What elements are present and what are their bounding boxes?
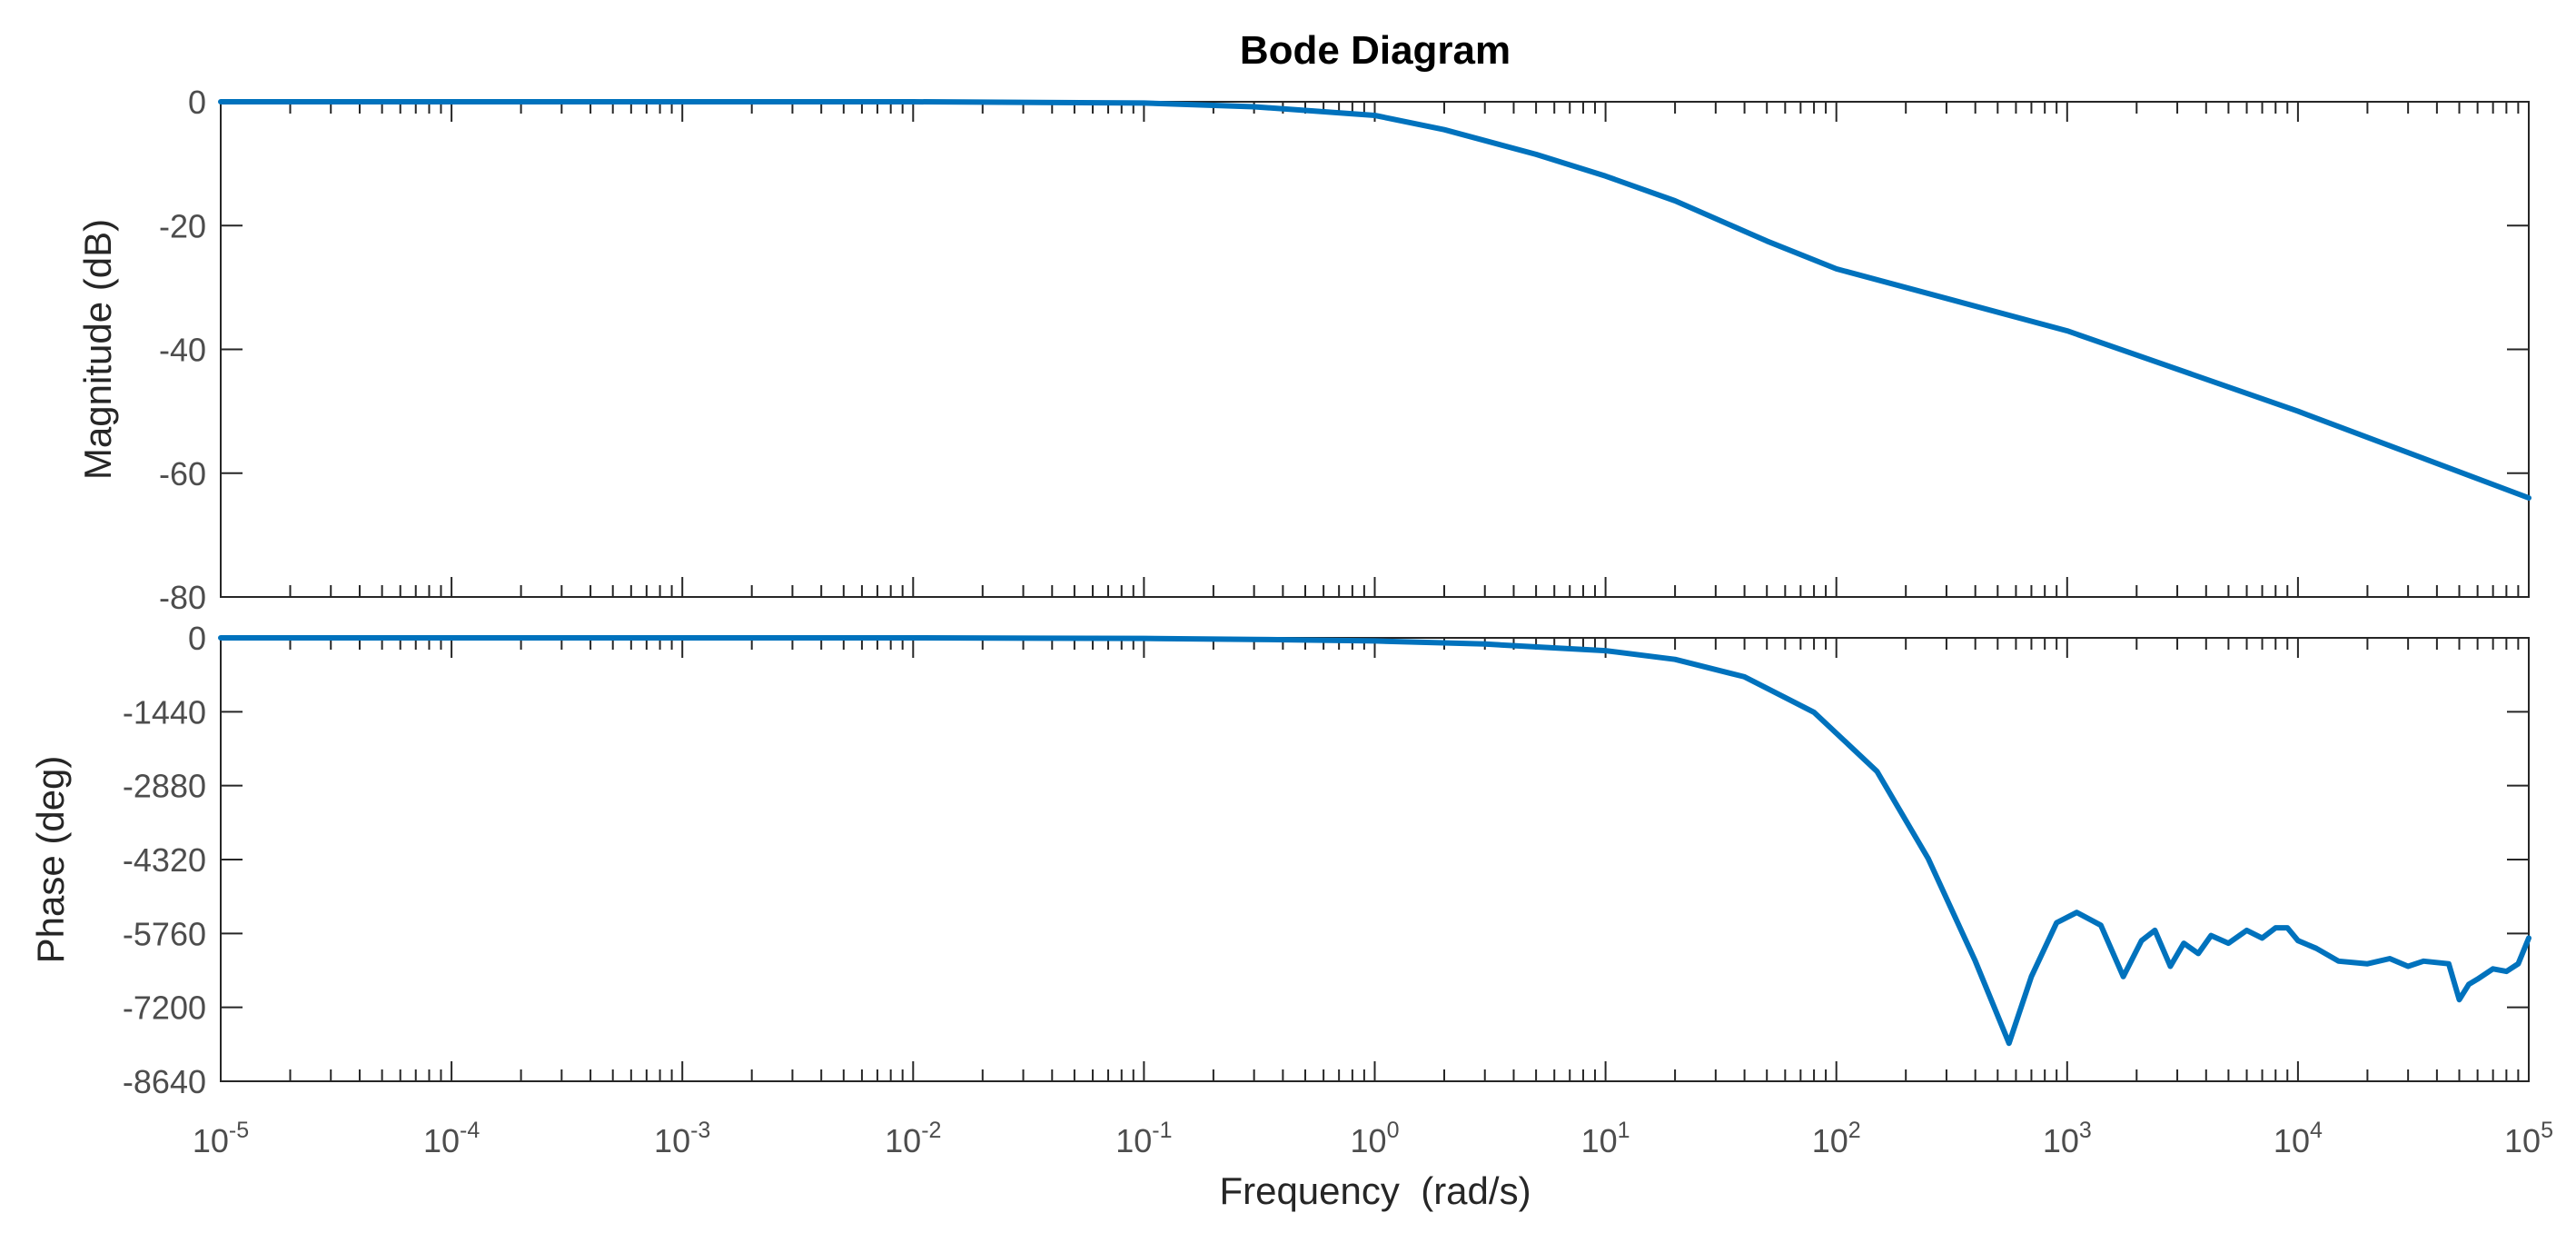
x-tick-labels: 10-5 10-4 10-3 10-2 10-1 100 101 102 103 104 105 <box>193 1118 2553 1159</box>
magnitude-y-tick-labels: 0 -20 -40 -60 -80 <box>159 84 206 616</box>
phase-y-tick-label: -4320 <box>123 841 206 879</box>
magnitude-ylabel: Magnitude (dB) <box>76 219 119 480</box>
x-axis-label: Frequency (rad/s) <box>1219 1169 1531 1212</box>
magnitude-y-tick-label: -40 <box>159 332 206 369</box>
x-tick-label: 100 <box>1351 1118 1400 1159</box>
magnitude-axes-box <box>220 101 2530 598</box>
phase-ylabel: Phase (deg) <box>29 756 72 964</box>
phase-y-tick-label: -8640 <box>123 1063 206 1100</box>
phase-ticks <box>220 637 2530 1082</box>
x-tick-label: 10-3 <box>654 1118 710 1159</box>
x-tick-label: 10-5 <box>193 1118 249 1159</box>
x-tick-label: 105 <box>2504 1118 2553 1159</box>
phase-y-tick-labels: 0 -1440 -2880 -4320 -5760 -7200 -8640 <box>123 620 206 1100</box>
magnitude-y-tick-label: -80 <box>159 579 206 616</box>
magnitude-panel: 0 -20 -40 -60 -80 Magnitude (dB) <box>76 84 2531 616</box>
x-tick-label: 10-4 <box>423 1118 480 1159</box>
magnitude-series-line <box>218 99 2531 501</box>
phase-panel: 0 -1440 -2880 -4320 -5760 -7200 -8640 Phase (d… <box>29 620 2531 1100</box>
phase-series-line <box>218 635 2531 1047</box>
magnitude-ticks <box>220 101 2530 598</box>
magnitude-lines <box>218 99 2531 501</box>
magnitude-y-tick-label: -20 <box>159 207 206 244</box>
phase-lines <box>218 635 2531 1047</box>
x-tick-label: 103 <box>2043 1118 2092 1159</box>
phase-y-tick-label: 0 <box>188 620 206 657</box>
phase-y-tick-label: -1440 <box>123 693 206 731</box>
x-tick-label: 101 <box>1581 1118 1630 1159</box>
phase-y-tick-label: -5760 <box>123 915 206 952</box>
x-tick-label: 104 <box>2274 1118 2323 1159</box>
magnitude-y-tick-label: -60 <box>159 455 206 492</box>
chart-title: Bode Diagram <box>1240 28 1511 73</box>
x-tick-label: 10-1 <box>1115 1118 1172 1159</box>
phase-y-tick-label: -2880 <box>123 768 206 805</box>
phase-axes-box <box>220 637 2530 1082</box>
magnitude-y-tick-label: 0 <box>188 84 206 121</box>
x-tick-label: 10-2 <box>885 1118 941 1159</box>
x-tick-label: 102 <box>1812 1118 1861 1159</box>
phase-y-tick-label: -7200 <box>123 989 206 1027</box>
